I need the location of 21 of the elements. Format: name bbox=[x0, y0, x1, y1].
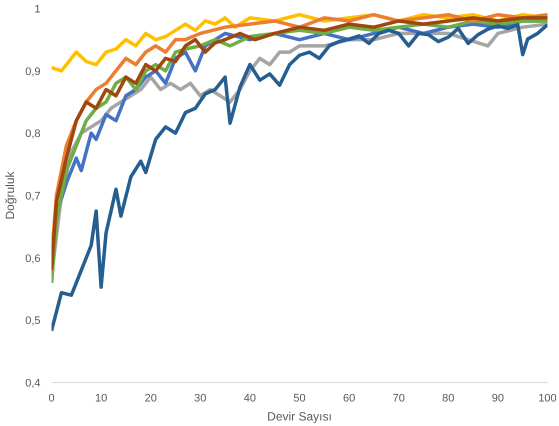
x-tick-label: 0 bbox=[48, 392, 55, 404]
y-tick-label: 1 bbox=[34, 4, 41, 16]
x-tick-label: 90 bbox=[492, 392, 504, 404]
x-tick-label: 80 bbox=[442, 392, 454, 404]
y-tick-label: 0,8 bbox=[25, 128, 41, 140]
x-tick-label: 10 bbox=[94, 392, 108, 404]
y-axis-title: Doğruluk bbox=[3, 170, 18, 220]
x-tick-label: 100 bbox=[538, 392, 557, 404]
x-tick-label: 60 bbox=[342, 392, 356, 404]
y-tick-label: 0,6 bbox=[25, 252, 41, 265]
y-tick-label: 0,9 bbox=[25, 66, 41, 78]
x-axis-title: Devir Sayısı bbox=[267, 410, 332, 424]
x-tick-label: 20 bbox=[144, 392, 157, 404]
line-series bbox=[52, 22, 548, 333]
y-tick-label: 0,5 bbox=[25, 315, 41, 328]
y-tick-label: 0,4 bbox=[25, 378, 41, 390]
x-tick-label: 40 bbox=[244, 392, 256, 404]
x-tick-label: 50 bbox=[293, 392, 306, 404]
x-tick-label: 30 bbox=[194, 392, 206, 404]
x-tick-label: 70 bbox=[392, 392, 405, 404]
y-tick-label: 0,7 bbox=[25, 190, 41, 202]
